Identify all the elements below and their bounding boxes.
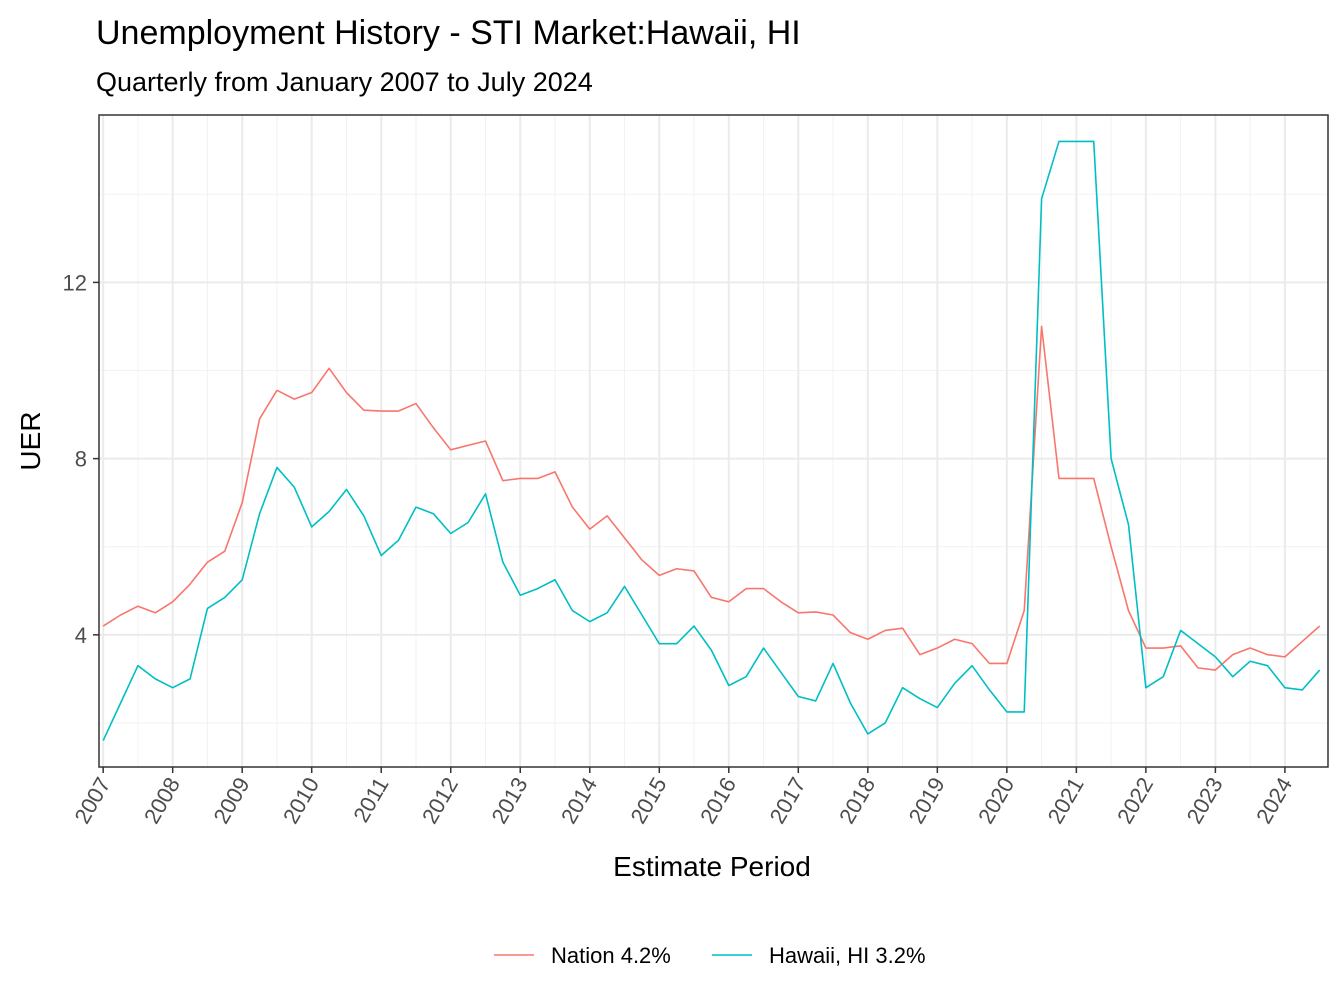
series-line-hawaii bbox=[102, 140, 1321, 741]
x-tick-label: 2007 bbox=[69, 773, 115, 828]
y-tick-label: 12 bbox=[63, 270, 87, 295]
x-tick-label: 2008 bbox=[139, 773, 185, 828]
chart-subtitle: Quarterly from January 2007 to July 2024 bbox=[96, 67, 593, 97]
x-tick-label: 2009 bbox=[208, 773, 254, 828]
x-tick-label: 2024 bbox=[1251, 773, 1297, 828]
plot-panel-background bbox=[99, 115, 1328, 767]
y-tick-label: 8 bbox=[75, 447, 87, 472]
legend-label: Hawaii, HI 3.2% bbox=[769, 943, 926, 968]
y-axis-title: UER bbox=[15, 411, 46, 470]
x-tick-label: 2012 bbox=[417, 773, 463, 828]
x-tick-label: 2011 bbox=[348, 773, 393, 826]
x-axis-title: Estimate Period bbox=[613, 851, 811, 882]
legend-label: Nation 4.2% bbox=[551, 943, 671, 968]
x-tick-label: 2023 bbox=[1182, 773, 1228, 828]
series-lines bbox=[102, 140, 1321, 741]
legend-item-hawaii: Hawaii, HI 3.2% bbox=[712, 943, 926, 968]
x-tick-label: 2010 bbox=[278, 773, 324, 828]
x-tick-label: 2021 bbox=[1043, 773, 1089, 828]
x-tick-label: 2019 bbox=[904, 773, 950, 828]
x-tick-label: 2022 bbox=[1112, 773, 1158, 828]
legend: Nation 4.2% Hawaii, HI 3.2% bbox=[494, 943, 926, 968]
y-tick-label: 4 bbox=[75, 623, 87, 648]
x-tick-label: 2017 bbox=[765, 773, 811, 828]
x-tick-label: 2016 bbox=[695, 773, 741, 828]
x-tick-label: 2015 bbox=[625, 773, 671, 828]
x-tick-label: 2013 bbox=[486, 773, 532, 828]
x-tick-label: 2020 bbox=[973, 773, 1019, 828]
plot-panel-border bbox=[98, 114, 1329, 768]
x-tick-label: 2014 bbox=[556, 773, 602, 828]
legend-item-nation: Nation 4.2% bbox=[494, 943, 671, 968]
series-line-nation bbox=[102, 325, 1321, 671]
x-tick-label: 2018 bbox=[834, 773, 880, 828]
chart-title: Unemployment History - STI Market:Hawaii… bbox=[96, 14, 801, 52]
